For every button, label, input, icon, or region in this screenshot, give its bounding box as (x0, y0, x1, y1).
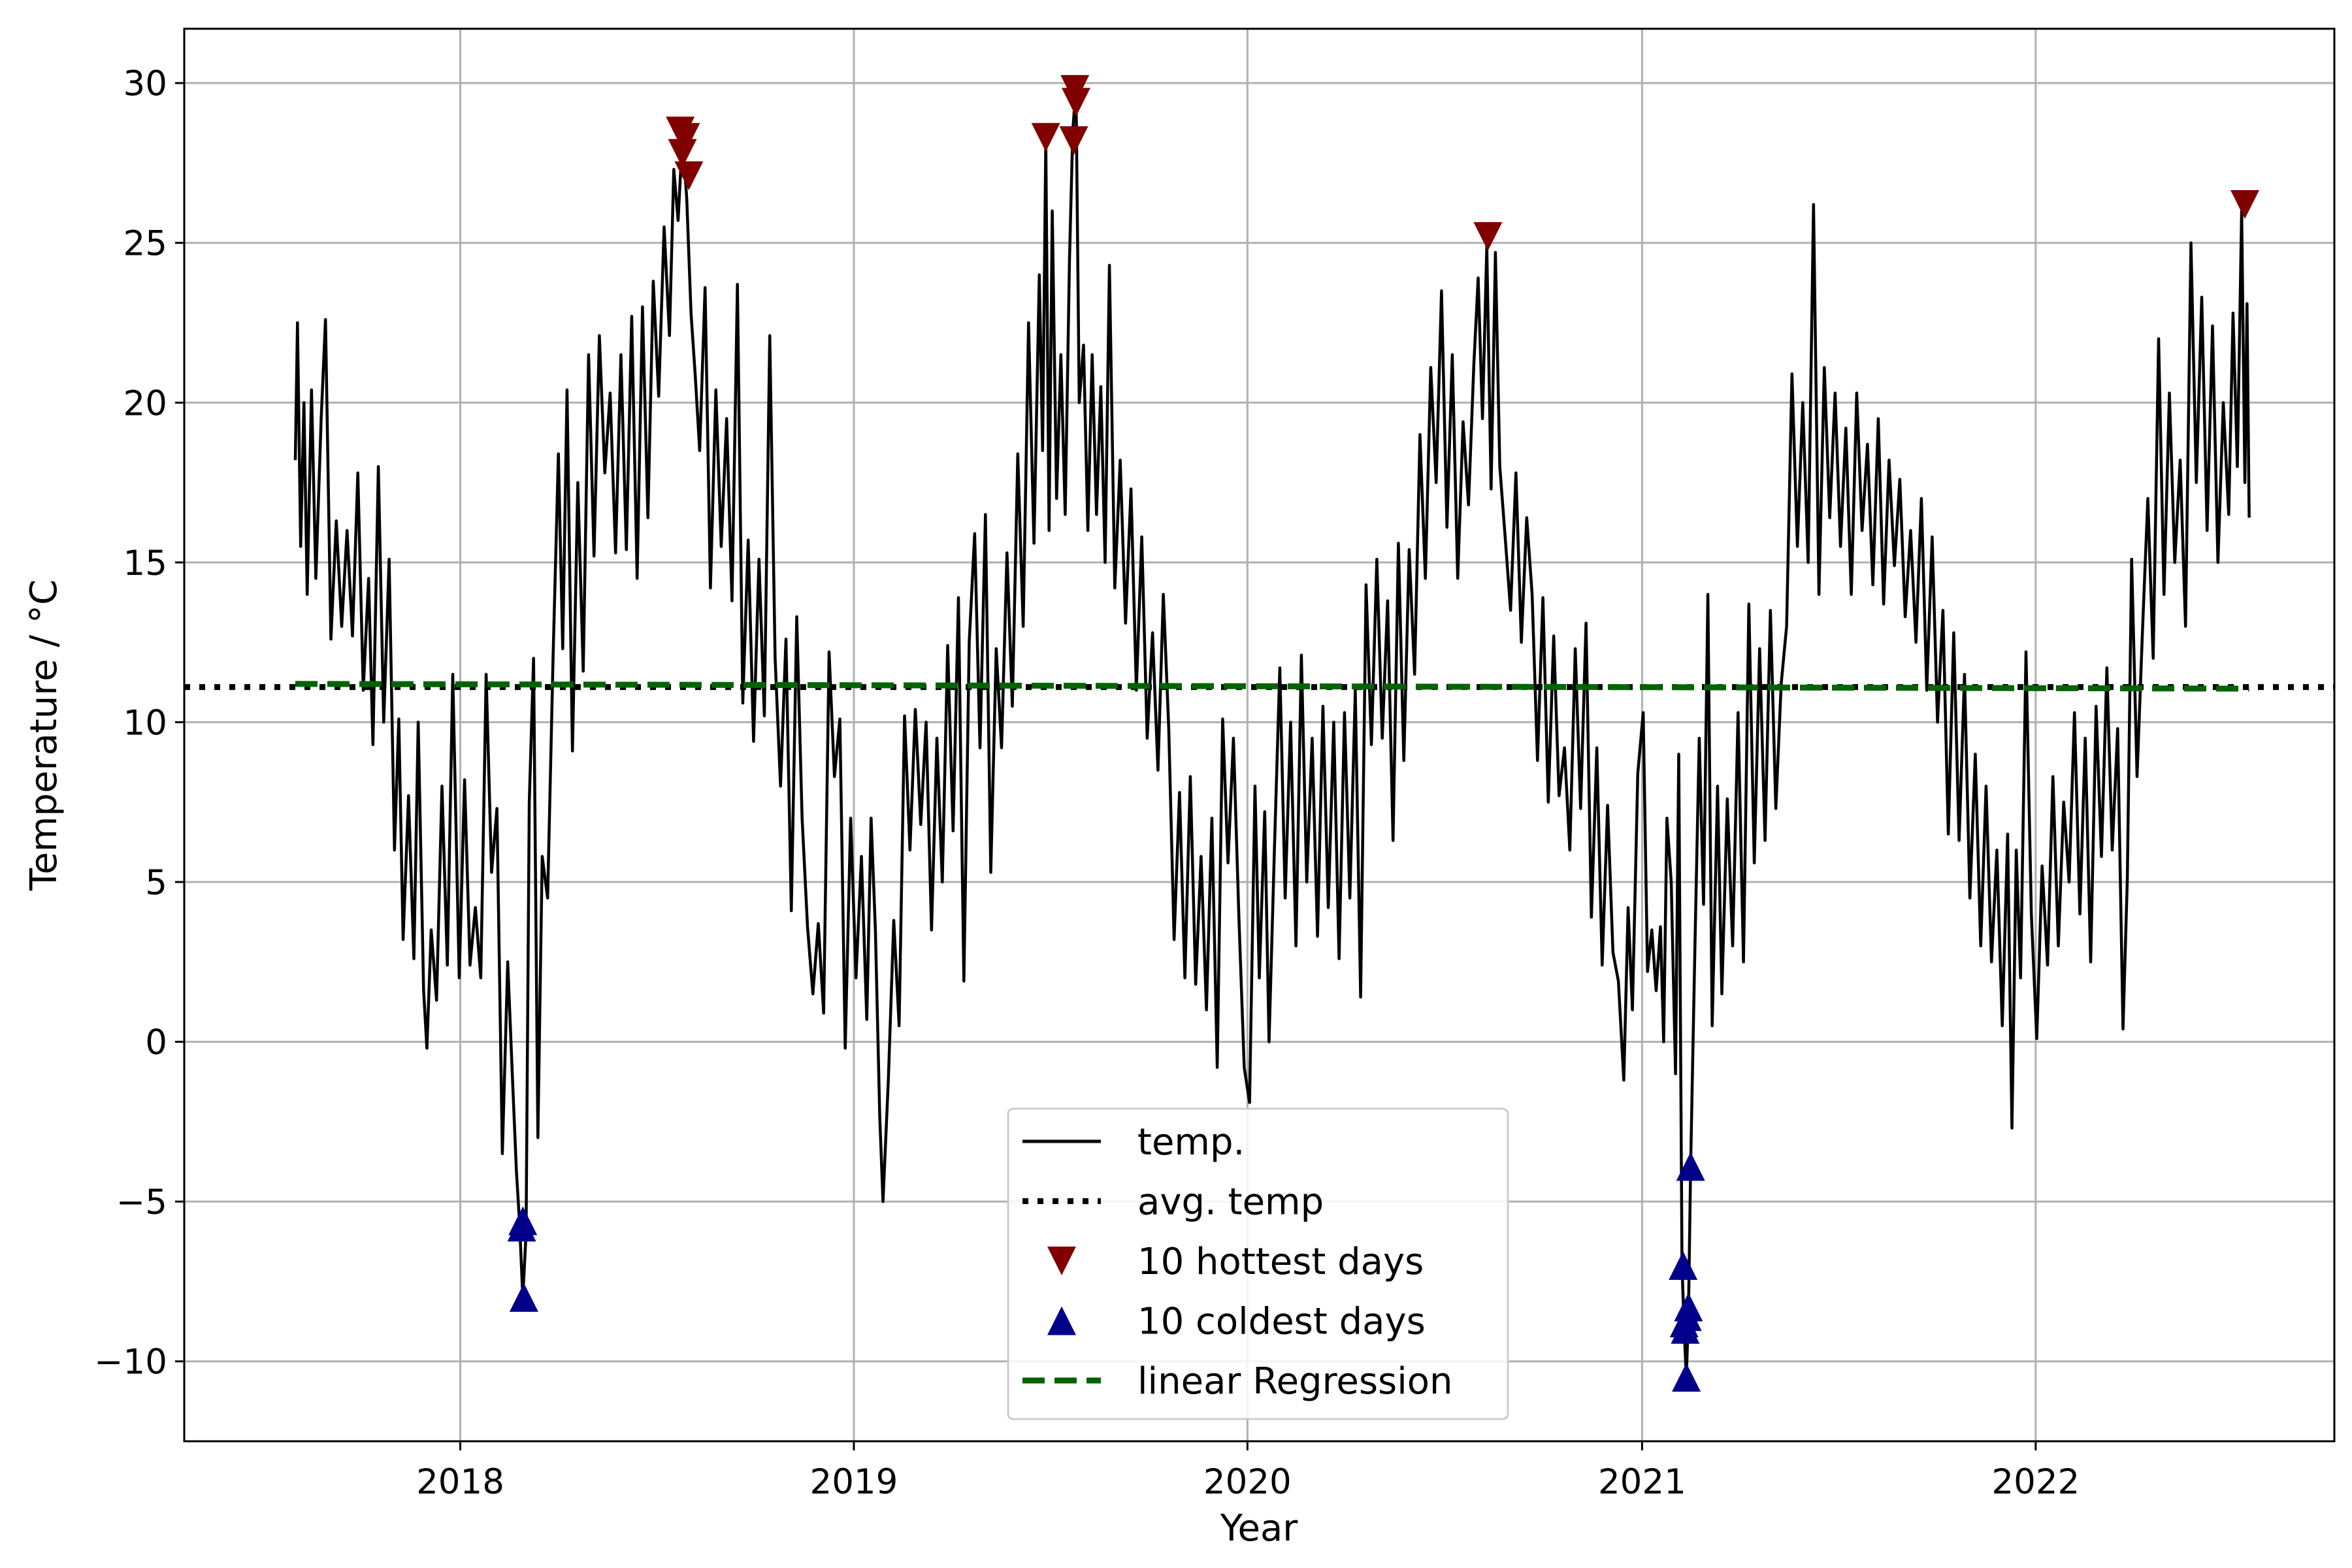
legend-label: 10 hottest days (1137, 1241, 1424, 1283)
legend-hottest-swatch (1047, 1247, 1076, 1275)
coldest-day-marker (1676, 1152, 1705, 1181)
x-tick-label: 2020 (1203, 1462, 1292, 1502)
plot-area (184, 74, 2334, 1392)
legend-label: avg. temp (1137, 1181, 1324, 1224)
x-axis-label: Year (1220, 1507, 1299, 1550)
x-tick-label: 2019 (809, 1462, 898, 1502)
hottest-day-marker (674, 161, 704, 191)
hottest-day-marker (1031, 123, 1060, 152)
y-tick-label: 30 (123, 64, 167, 104)
y-tick-label: 15 (123, 544, 167, 583)
y-tick-label: −5 (116, 1183, 167, 1222)
coldest-day-marker (1674, 1292, 1703, 1322)
y-axis-label: Temperature / °C (23, 580, 65, 891)
x-tick-label: 2018 (416, 1462, 504, 1502)
coldest-day-marker (1669, 1250, 1698, 1280)
legend-label: linear Regression (1137, 1360, 1453, 1403)
series-linear-regression-line (295, 681, 2249, 692)
legend-box (1007, 1107, 1509, 1420)
legend-coldest-swatch (1047, 1306, 1076, 1335)
hottest-day-marker (2230, 190, 2260, 220)
series-temp-line (293, 84, 2251, 1379)
hottest-day-marker (668, 139, 697, 168)
hottest-day-marker (671, 123, 700, 152)
legend-label: 10 coldest days (1137, 1301, 1426, 1343)
x-tick-label: 2021 (1598, 1462, 1686, 1502)
ticks: 2018 2019 2020 2021 2022 30 25 20 15 10 5 0 −5 −10 (94, 64, 2080, 1502)
y-tick-label: −10 (94, 1343, 167, 1382)
y-tick-label: 25 (123, 224, 167, 264)
x-tick-label: 2022 (1991, 1462, 2080, 1502)
hottest-day-marker (1061, 88, 1090, 117)
y-tick-label: 10 (123, 703, 167, 743)
y-tick-label: 5 (145, 863, 167, 903)
legend: temp. avg. temp 10 hottest days 10 coldest … (1007, 1107, 1509, 1420)
hottest-day-marker (1059, 126, 1088, 155)
legend-label: temp. (1137, 1121, 1245, 1164)
hottest-day-marker (1473, 221, 1503, 251)
coldest-day-marker (508, 1206, 538, 1235)
coldest-day-marker (1672, 1363, 1701, 1392)
y-tick-label: 0 (145, 1023, 167, 1063)
y-tick-label: 20 (123, 384, 167, 423)
axes-frame (183, 27, 2336, 1443)
coldest-day-marker (509, 1282, 538, 1312)
